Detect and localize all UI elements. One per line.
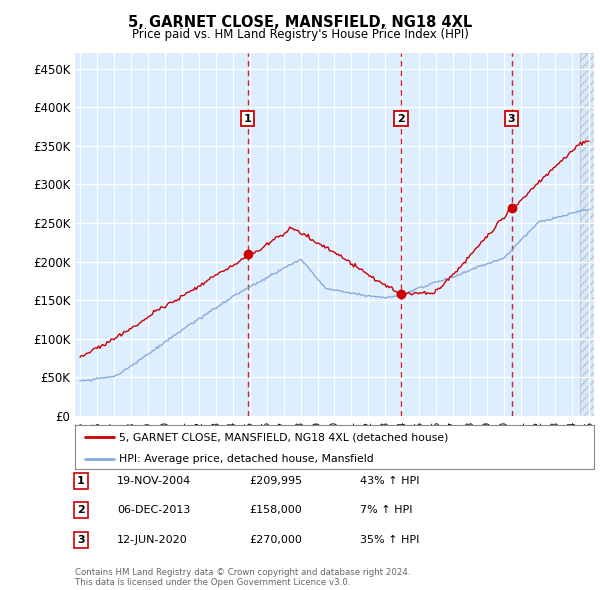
Text: 06-DEC-2013: 06-DEC-2013: [117, 506, 190, 515]
Text: 3: 3: [77, 535, 85, 545]
Text: 3: 3: [508, 114, 515, 124]
Text: HPI: Average price, detached house, Mansfield: HPI: Average price, detached house, Mans…: [119, 454, 374, 464]
Text: £209,995: £209,995: [249, 476, 302, 486]
Bar: [580, 53, 594, 416]
Text: 1: 1: [77, 476, 85, 486]
Text: 35% ↑ HPI: 35% ↑ HPI: [360, 535, 419, 545]
Bar: [580, 53, 594, 416]
Text: Contains HM Land Registry data © Crown copyright and database right 2024.
This d: Contains HM Land Registry data © Crown c…: [75, 568, 410, 587]
Text: 5, GARNET CLOSE, MANSFIELD, NG18 4XL: 5, GARNET CLOSE, MANSFIELD, NG18 4XL: [128, 15, 472, 30]
Text: 2: 2: [397, 114, 405, 124]
Text: 5, GARNET CLOSE, MANSFIELD, NG18 4XL (detached house): 5, GARNET CLOSE, MANSFIELD, NG18 4XL (de…: [119, 432, 448, 442]
Text: 19-NOV-2004: 19-NOV-2004: [117, 476, 191, 486]
Bar: [580, 53, 594, 416]
Text: 7% ↑ HPI: 7% ↑ HPI: [360, 506, 413, 515]
Text: Price paid vs. HM Land Registry's House Price Index (HPI): Price paid vs. HM Land Registry's House …: [131, 28, 469, 41]
Text: 43% ↑ HPI: 43% ↑ HPI: [360, 476, 419, 486]
Text: 12-JUN-2020: 12-JUN-2020: [117, 535, 188, 545]
Text: £270,000: £270,000: [249, 535, 302, 545]
Text: 2: 2: [77, 506, 85, 515]
Text: £158,000: £158,000: [249, 506, 302, 515]
Text: 1: 1: [244, 114, 251, 124]
